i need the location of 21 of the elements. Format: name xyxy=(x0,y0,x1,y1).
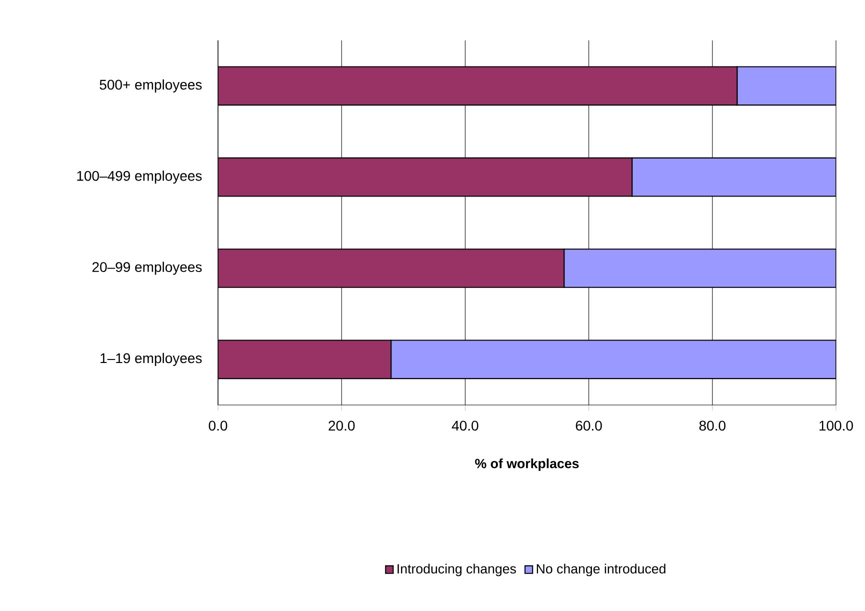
x-tick-label: 20.0 xyxy=(328,420,355,431)
x-tick-label: 40.0 xyxy=(452,420,478,431)
bar xyxy=(218,66,738,106)
x-tick-label: 100.0 xyxy=(820,420,853,431)
y-tick-label: 500+ employees xyxy=(100,79,202,92)
bar xyxy=(218,157,633,197)
y-tick-label: 20–99 employees xyxy=(92,262,202,275)
x-axis-title: % of workplaces xyxy=(475,458,579,471)
x-tick-label: 0.0 xyxy=(208,420,228,431)
bar xyxy=(564,248,836,288)
x-tick-label: 80.0 xyxy=(699,420,726,431)
bar xyxy=(736,66,836,106)
bar xyxy=(218,340,392,380)
legend-label: Introducing changes xyxy=(398,564,516,576)
bar xyxy=(390,340,836,380)
bar xyxy=(218,248,565,288)
legend-label: No change introduced xyxy=(536,564,666,576)
x-tick-label: 60.0 xyxy=(576,420,602,431)
y-tick-label: 1–19 employees xyxy=(100,352,202,366)
y-tick-label: 100–499 employees xyxy=(77,170,202,184)
bar xyxy=(632,157,836,197)
